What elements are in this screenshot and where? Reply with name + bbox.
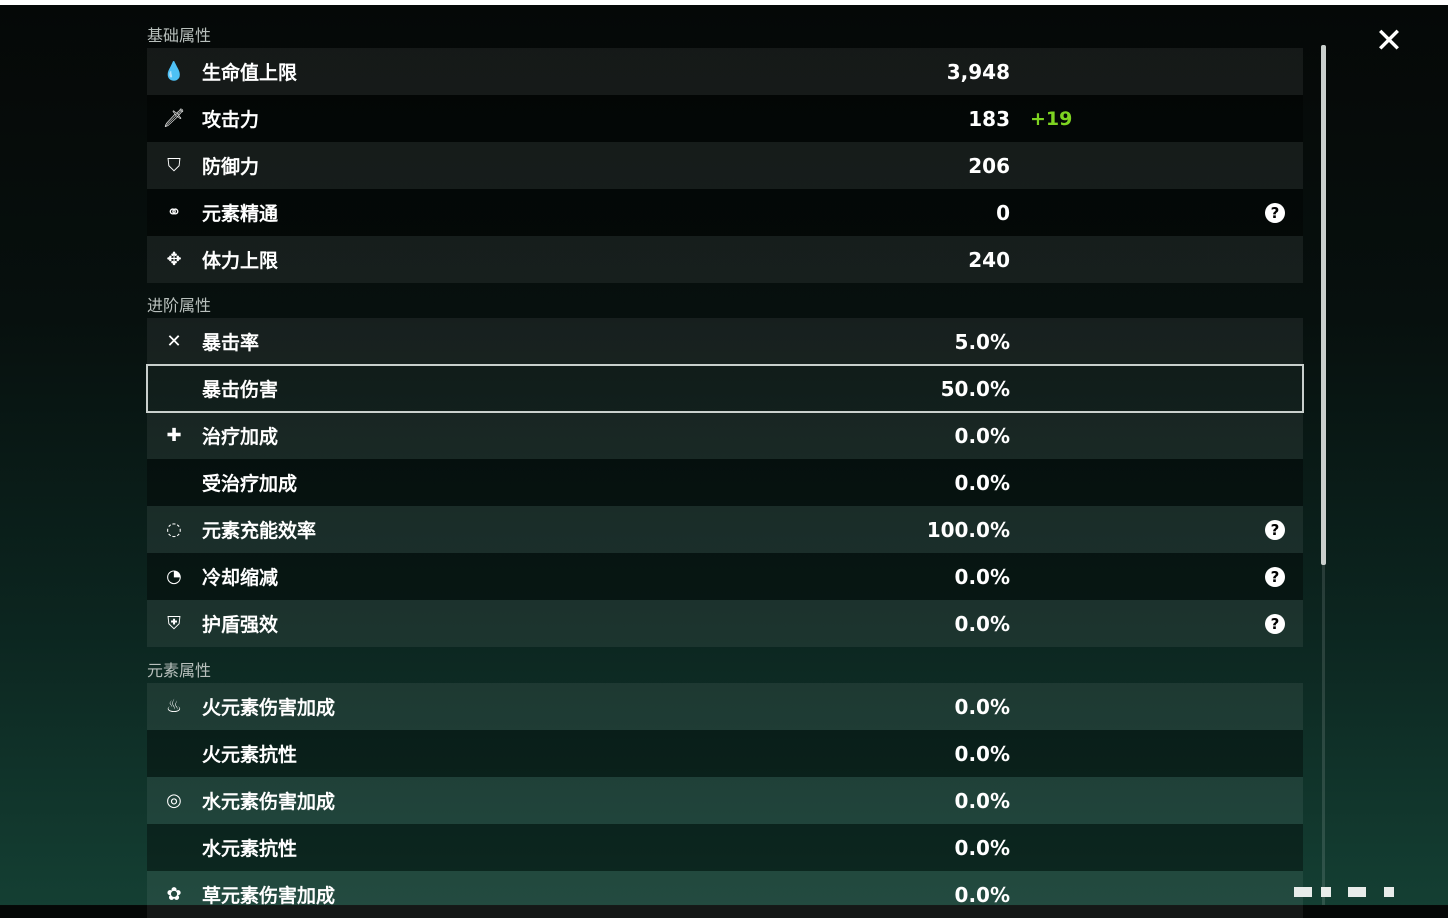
stat-label: 草元素伤害加成 bbox=[202, 885, 336, 907]
stat-value: 0.0% bbox=[954, 470, 1010, 495]
crit-dmg-icon bbox=[163, 378, 185, 400]
stat-value: 0 bbox=[996, 200, 1010, 225]
stat-row[interactable]: ◎ 水元素伤害加成 0.0% bbox=[147, 777, 1303, 824]
healing-bonus-icon: ✚ bbox=[166, 425, 182, 446]
stat-label: 治疗加成 bbox=[202, 426, 279, 448]
stat-value: 0.0% bbox=[954, 882, 1010, 907]
help-icon[interactable]: ? bbox=[1265, 613, 1285, 634]
stat-label: 护盾强效 bbox=[202, 614, 279, 636]
stat-row[interactable]: ✥ 体力上限 240 bbox=[147, 236, 1303, 283]
stat-row[interactable]: 暴击伤害 50.0% bbox=[146, 364, 1304, 413]
stat-row[interactable]: 水元素抗性 0.0% bbox=[147, 824, 1303, 871]
stat-label: 暴击率 bbox=[202, 332, 260, 354]
stat-label: 生命值上限 bbox=[202, 62, 298, 84]
help-icon[interactable]: ? bbox=[1265, 566, 1285, 587]
stat-row[interactable]: ⛨ 护盾强效 0.0%? bbox=[147, 600, 1303, 647]
help-icon[interactable]: ? bbox=[1265, 202, 1285, 223]
stat-value: 206 bbox=[968, 153, 1010, 178]
stat-label: 体力上限 bbox=[202, 250, 279, 272]
stat-row[interactable]: ✕ 暴击率 5.0% bbox=[147, 318, 1303, 365]
stat-value: 0.0% bbox=[954, 694, 1010, 719]
dendro-icon: ✿ bbox=[166, 884, 182, 905]
stat-value: 0.0% bbox=[954, 423, 1010, 448]
scrollbar-thumb[interactable] bbox=[1321, 45, 1326, 565]
stat-value: 0.0% bbox=[954, 564, 1010, 589]
watermark-block bbox=[1348, 887, 1366, 897]
top-border bbox=[0, 0, 1448, 5]
sword-icon: 🗡 bbox=[162, 108, 186, 129]
watermark-block bbox=[1384, 887, 1394, 897]
stat-label: 暴击伤害 bbox=[202, 379, 279, 401]
stat-label: 元素充能效率 bbox=[202, 520, 317, 542]
stat-label: 攻击力 bbox=[202, 109, 260, 131]
stamina-icon: ✥ bbox=[166, 249, 182, 270]
stat-value: 100.0% bbox=[926, 517, 1010, 542]
hydro-icon: ◎ bbox=[166, 790, 182, 811]
pyro-icon: ♨ bbox=[165, 696, 183, 717]
stat-label: 冷却缩减 bbox=[202, 567, 279, 589]
stat-value: 240 bbox=[968, 247, 1010, 272]
stat-value: 5.0% bbox=[954, 329, 1010, 354]
section-title: 进阶属性 bbox=[147, 296, 212, 315]
stat-value: 0.0% bbox=[954, 788, 1010, 813]
stat-row[interactable]: ◔ 冷却缩减 0.0%? bbox=[147, 553, 1303, 600]
stat-row[interactable]: ♨ 火元素伤害加成 0.0% bbox=[147, 683, 1303, 730]
help-icon[interactable]: ? bbox=[1265, 519, 1285, 540]
stat-label: 火元素伤害加成 bbox=[202, 697, 336, 719]
stat-label: 水元素伤害加成 bbox=[202, 791, 336, 813]
stat-row[interactable]: 💧 生命值上限 3,948 bbox=[147, 48, 1303, 95]
stat-label: 元素精通 bbox=[202, 203, 279, 225]
stat-label: 水元素抗性 bbox=[202, 838, 298, 860]
elemental-mastery-icon: ⚭ bbox=[166, 202, 182, 223]
section-title: 基础属性 bbox=[147, 26, 212, 45]
watermark-block bbox=[1321, 887, 1331, 897]
stat-value: 0.0% bbox=[954, 835, 1010, 860]
watermark-block bbox=[1294, 887, 1312, 897]
stat-row[interactable]: ✚ 治疗加成 0.0% bbox=[147, 412, 1303, 459]
stat-label: 受治疗加成 bbox=[202, 473, 298, 495]
stat-label: 火元素抗性 bbox=[202, 744, 298, 766]
stat-value: 0.0% bbox=[954, 741, 1010, 766]
cd-reduction-icon: ◔ bbox=[166, 566, 182, 587]
stat-label: 防御力 bbox=[202, 156, 260, 178]
stat-row[interactable]: ◌ 元素充能效率 100.0%? bbox=[147, 506, 1303, 553]
shield-strength-icon: ⛨ bbox=[167, 613, 181, 634]
stat-value: 0.0% bbox=[954, 611, 1010, 636]
energy-recharge-icon: ◌ bbox=[166, 519, 182, 540]
section-title: 元素属性 bbox=[147, 661, 212, 680]
stat-row[interactable]: 🗡 攻击力 183 +19 bbox=[147, 95, 1303, 142]
stat-value: 50.0% bbox=[940, 376, 1010, 401]
stat-row[interactable]: ✿ 草元素伤害加成 0.0% bbox=[147, 871, 1303, 918]
stat-value: 183 bbox=[968, 106, 1010, 131]
stat-row[interactable]: ⚭ 元素精通 0? bbox=[147, 189, 1303, 236]
crit-rate-icon: ✕ bbox=[166, 331, 182, 352]
stat-row[interactable]: 受治疗加成 0.0% bbox=[147, 459, 1303, 506]
stat-row[interactable]: 火元素抗性 0.0% bbox=[147, 730, 1303, 777]
stat-value: 3,948 bbox=[946, 59, 1010, 84]
close-icon[interactable]: ✕ bbox=[1374, 21, 1404, 61]
shield-icon: ⛉ bbox=[167, 155, 181, 176]
hp-drop-icon: 💧 bbox=[162, 61, 186, 82]
stat-bonus: +19 bbox=[1030, 107, 1073, 130]
stat-row[interactable]: ⛉ 防御力 206 bbox=[147, 142, 1303, 189]
